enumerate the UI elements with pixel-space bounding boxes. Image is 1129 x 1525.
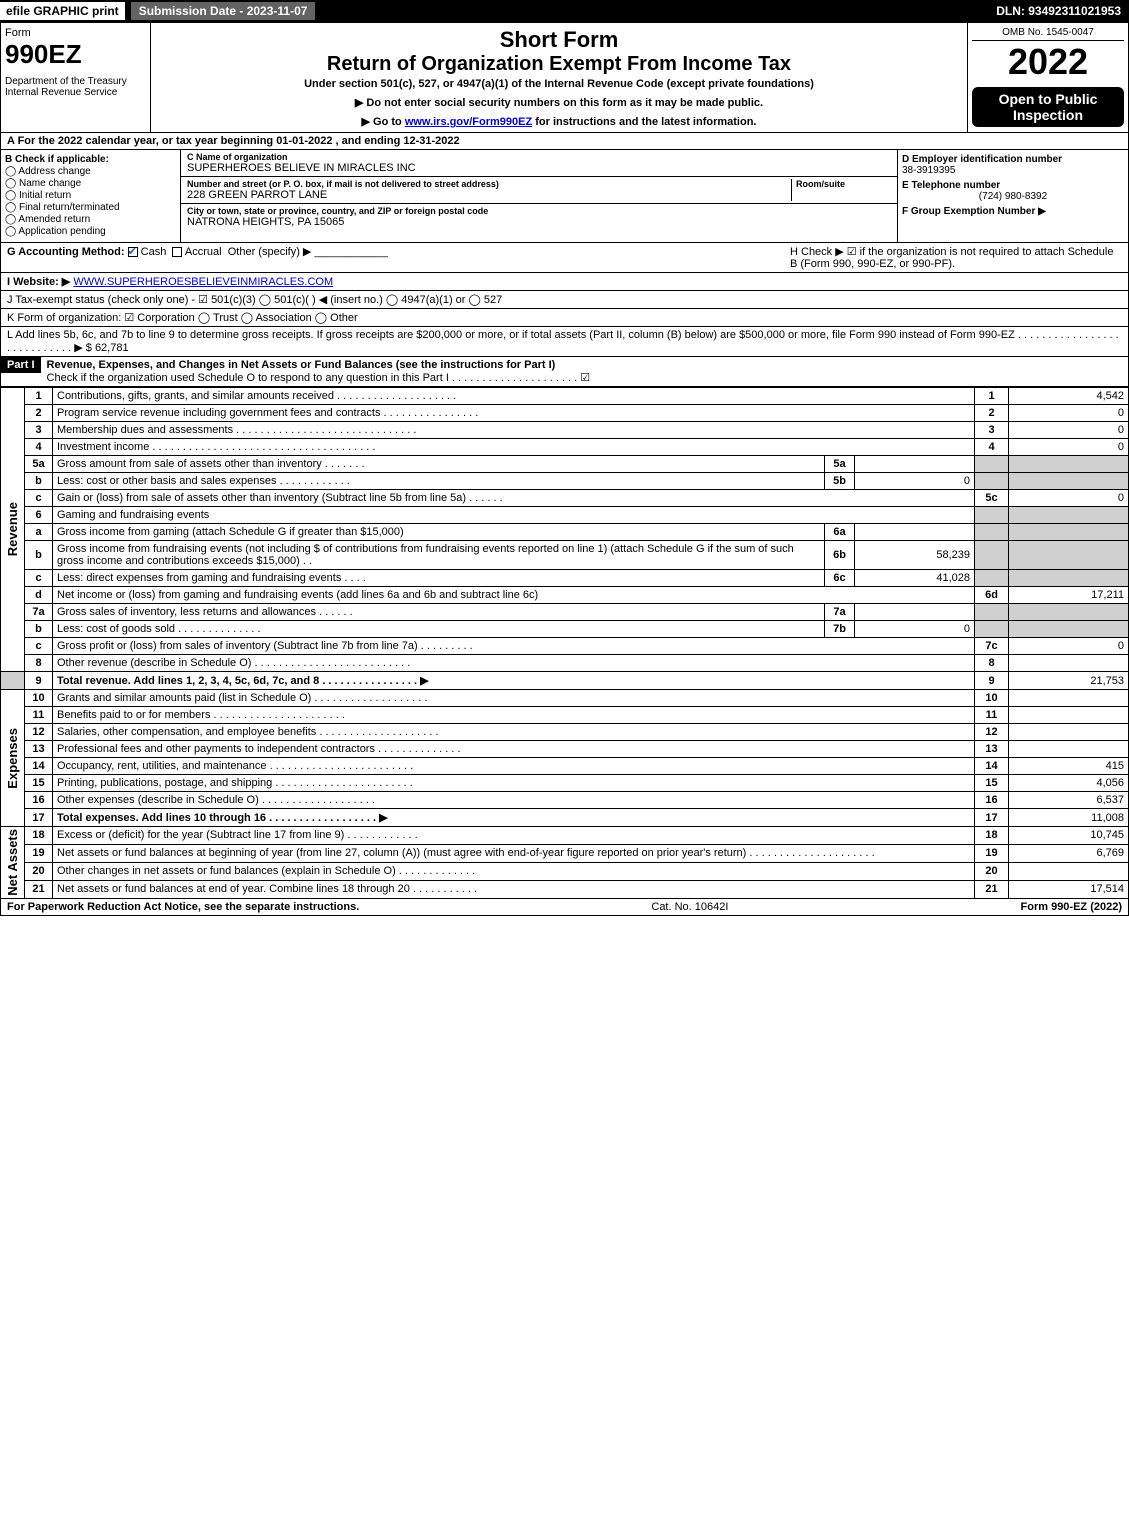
c-street-label: Number and street (or P. O. box, if mail… bbox=[187, 179, 791, 189]
chk-address-change[interactable]: ◯ Address change bbox=[5, 166, 176, 177]
amt-9: 21,753 bbox=[1009, 672, 1129, 690]
tel-value: (724) 980-8392 bbox=[902, 191, 1124, 202]
section-i: I Website: ▶ WWW.SUPERHEROESBELIEVEINMIR… bbox=[0, 273, 1129, 291]
form-header: Form 990EZ Department of the Treasury In… bbox=[0, 22, 1129, 133]
amt-20 bbox=[1009, 862, 1129, 880]
chk-application-pending[interactable]: ◯ Application pending bbox=[5, 226, 176, 237]
amt-12 bbox=[1009, 724, 1129, 741]
box-bcdef: B Check if applicable: ◯ Address change … bbox=[0, 150, 1129, 243]
org-name: SUPERHEROES BELIEVE IN MIRACLES INC bbox=[187, 162, 891, 174]
part-i-header: Part I Revenue, Expenses, and Changes in… bbox=[0, 357, 1129, 387]
section-j: J Tax-exempt status (check only one) - ☑… bbox=[0, 291, 1129, 309]
amt-2: 0 bbox=[1009, 405, 1129, 422]
amt-14: 415 bbox=[1009, 758, 1129, 775]
section-def: D Employer identification number 38-3919… bbox=[898, 150, 1128, 242]
section-gh: G Accounting Method: Cash Accrual Other … bbox=[0, 243, 1129, 273]
amt-19: 6,769 bbox=[1009, 844, 1129, 862]
submission-date: Submission Date - 2023-11-07 bbox=[131, 2, 316, 20]
footer-mid: Cat. No. 10642I bbox=[359, 901, 1020, 913]
amt-8 bbox=[1009, 655, 1129, 672]
line-a: A For the 2022 calendar year, or tax yea… bbox=[0, 133, 1129, 150]
chk-name-change[interactable]: ◯ Name change bbox=[5, 178, 176, 189]
website-link[interactable]: WWW.SUPERHEROESBELIEVEINMIRACLES.COM bbox=[73, 276, 333, 288]
amt-7c: 0 bbox=[1009, 638, 1129, 655]
top-bar: efile GRAPHIC print Submission Date - 20… bbox=[0, 0, 1129, 22]
form-word: Form bbox=[5, 27, 146, 39]
gross-receipts: 62,781 bbox=[95, 342, 129, 354]
chk-amended-return[interactable]: ◯ Amended return bbox=[5, 214, 176, 225]
form-title-block: Short Form Return of Organization Exempt… bbox=[151, 23, 968, 132]
amt-16: 6,537 bbox=[1009, 792, 1129, 809]
amt-10 bbox=[1009, 690, 1129, 707]
org-street: 228 GREEN PARROT LANE bbox=[187, 189, 791, 201]
form-year-block: OMB No. 1545-0047 2022 Open to Public In… bbox=[968, 23, 1128, 132]
title-return: Return of Organization Exempt From Incom… bbox=[155, 53, 963, 76]
section-k: K Form of organization: ☑ Corporation ◯ … bbox=[0, 309, 1129, 327]
g-accounting: G Accounting Method: Cash Accrual Other … bbox=[7, 245, 782, 270]
amt-18: 10,745 bbox=[1009, 827, 1129, 845]
room-label: Room/suite bbox=[796, 179, 891, 189]
section-b: B Check if applicable: ◯ Address change … bbox=[1, 150, 181, 242]
chk-final-return[interactable]: ◯ Final return/terminated bbox=[5, 202, 176, 213]
expenses-side-label: Expenses bbox=[5, 728, 20, 789]
c-name-label: C Name of organization bbox=[187, 152, 891, 162]
amt-6b: 58,239 bbox=[855, 541, 975, 570]
dln-label: DLN: 93492311021953 bbox=[988, 2, 1129, 20]
part-i-check-o: Check if the organization used Schedule … bbox=[47, 372, 591, 384]
title-short-form: Short Form bbox=[155, 27, 963, 53]
amt-6d: 17,211 bbox=[1009, 587, 1129, 604]
ein-value: 38-3919395 bbox=[902, 165, 1124, 176]
amt-13 bbox=[1009, 741, 1129, 758]
tax-year: 2022 bbox=[972, 41, 1124, 83]
amt-5c: 0 bbox=[1009, 490, 1129, 507]
amt-6c: 41,028 bbox=[855, 570, 975, 587]
amt-3: 0 bbox=[1009, 422, 1129, 439]
irs-link[interactable]: www.irs.gov/Form990EZ bbox=[405, 116, 532, 128]
section-l: L Add lines 5b, 6c, and 7b to line 9 to … bbox=[0, 327, 1129, 357]
e-tel-label: E Telephone number bbox=[902, 180, 1124, 191]
efile-label: efile GRAPHIC print bbox=[0, 2, 125, 20]
chk-initial-return[interactable]: ◯ Initial return bbox=[5, 190, 176, 201]
amt-17: 11,008 bbox=[1009, 809, 1129, 827]
h-check: H Check ▶ ☑ if the organization is not r… bbox=[782, 245, 1122, 270]
amt-21: 17,514 bbox=[1009, 880, 1129, 898]
dept-label: Department of the Treasury Internal Reve… bbox=[5, 76, 146, 98]
page-footer: For Paperwork Reduction Act Notice, see … bbox=[0, 899, 1129, 916]
instr-goto-pre: ▶ Go to bbox=[362, 116, 405, 128]
b-label: B Check if applicable: bbox=[5, 154, 176, 165]
d-ein-label: D Employer identification number bbox=[902, 154, 1124, 165]
open-to-public: Open to Public Inspection bbox=[972, 87, 1124, 127]
footer-right: Form 990-EZ (2022) bbox=[1021, 901, 1122, 913]
revenue-side-label: Revenue bbox=[5, 502, 20, 556]
lines-table: Revenue 1Contributions, gifts, grants, a… bbox=[0, 387, 1129, 899]
omb-number: OMB No. 1545-0047 bbox=[972, 27, 1124, 41]
amt-15: 4,056 bbox=[1009, 775, 1129, 792]
instr-goto: ▶ Go to www.irs.gov/Form990EZ for instru… bbox=[155, 115, 963, 128]
chk-accrual[interactable] bbox=[172, 247, 182, 257]
part-i-title: Revenue, Expenses, and Changes in Net As… bbox=[41, 357, 1128, 386]
subtitle: Under section 501(c), 527, or 4947(a)(1)… bbox=[155, 78, 963, 90]
amt-11 bbox=[1009, 707, 1129, 724]
instr-nossn: ▶ Do not enter social security numbers o… bbox=[155, 96, 963, 109]
amt-1: 4,542 bbox=[1009, 388, 1129, 405]
instr-goto-post: for instructions and the latest informat… bbox=[532, 116, 756, 128]
c-city-label: City or town, state or province, country… bbox=[187, 206, 891, 216]
footer-left: For Paperwork Reduction Act Notice, see … bbox=[7, 901, 359, 913]
chk-cash[interactable] bbox=[128, 247, 138, 257]
f-group-label: F Group Exemption Number ▶ bbox=[902, 206, 1124, 217]
part-i-label: Part I bbox=[1, 357, 41, 373]
amt-4: 0 bbox=[1009, 439, 1129, 456]
org-city: NATRONA HEIGHTS, PA 15065 bbox=[187, 216, 891, 228]
section-c: C Name of organization SUPERHEROES BELIE… bbox=[181, 150, 898, 242]
netassets-side-label: Net Assets bbox=[5, 829, 20, 896]
form-id-block: Form 990EZ Department of the Treasury In… bbox=[1, 23, 151, 132]
form-number: 990EZ bbox=[5, 39, 146, 70]
